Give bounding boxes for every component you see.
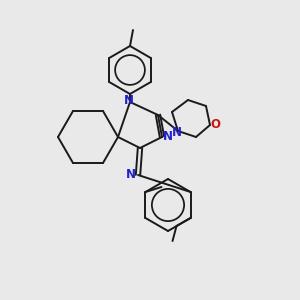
Text: N: N xyxy=(126,169,136,182)
Text: N: N xyxy=(124,94,134,106)
Text: N: N xyxy=(163,130,173,142)
Text: O: O xyxy=(210,118,220,130)
Text: N: N xyxy=(172,127,182,140)
